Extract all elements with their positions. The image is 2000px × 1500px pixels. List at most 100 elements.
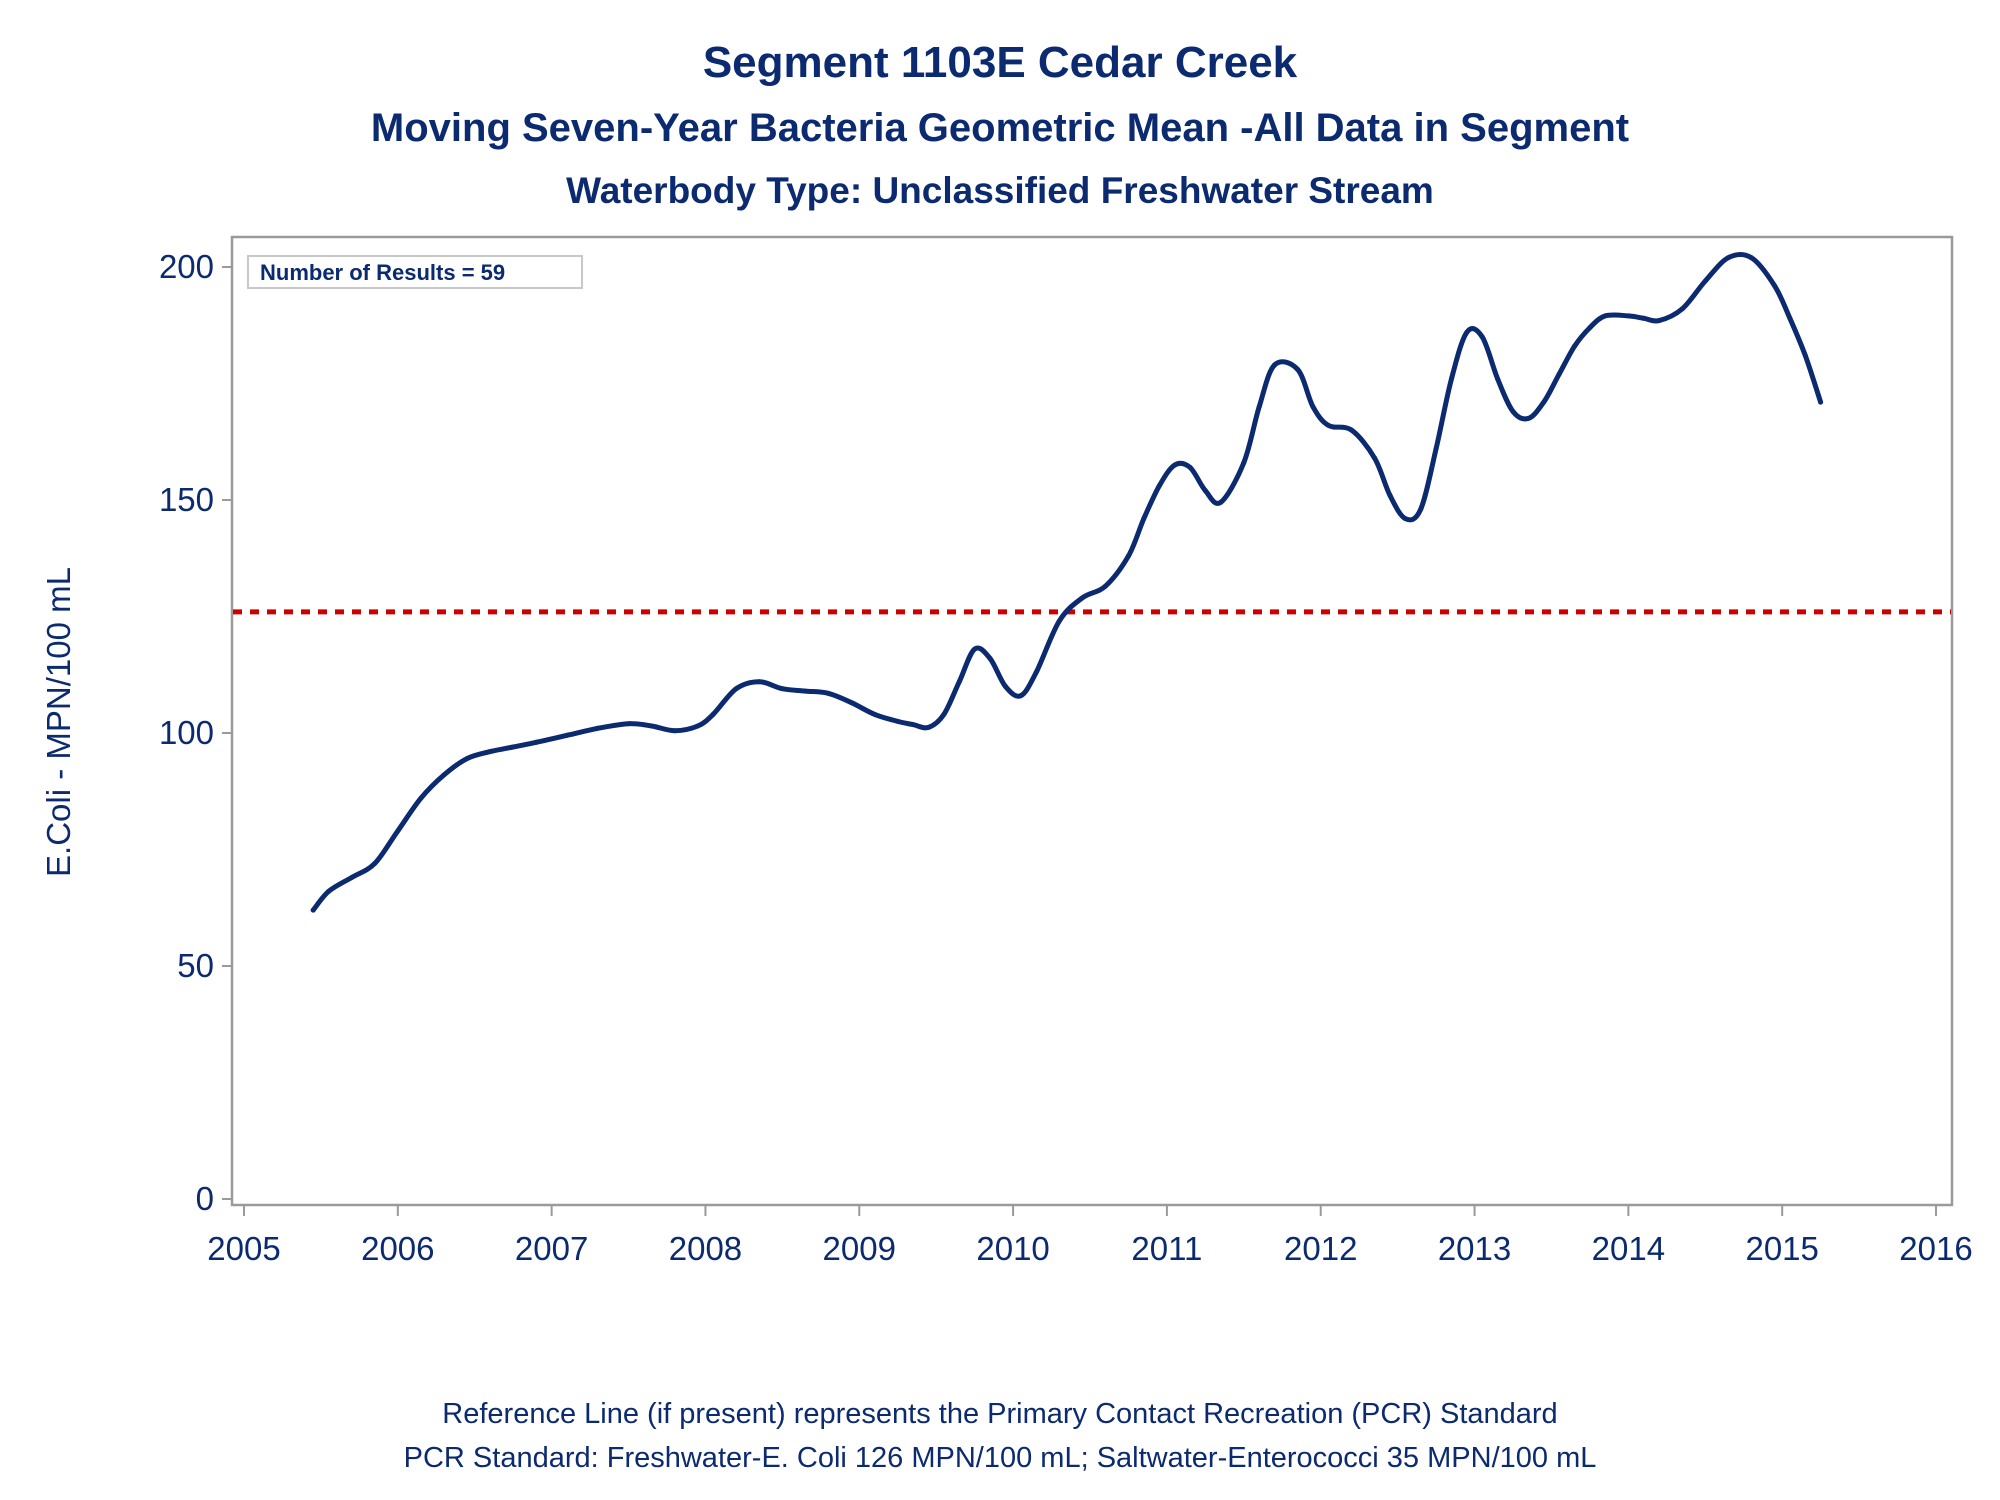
data-point — [1002, 683, 1008, 689]
data-point — [802, 688, 808, 694]
data-point — [1641, 315, 1647, 321]
data-point — [956, 679, 962, 685]
data-point — [672, 728, 678, 734]
data-point — [1349, 427, 1354, 433]
data-point — [695, 723, 701, 729]
data-point — [441, 772, 447, 778]
chart-subtitle: Moving Seven-Year Bacteria Geometric Mea… — [370, 106, 1630, 150]
data-point — [595, 725, 601, 731]
data-point — [418, 795, 424, 801]
data-point — [1449, 376, 1454, 382]
data-point — [1256, 404, 1262, 410]
data-point — [1310, 404, 1316, 410]
results-count-label: Number of Results = 59 — [260, 260, 505, 285]
data-point — [1656, 318, 1662, 324]
data-point — [326, 888, 332, 894]
data-point — [1272, 362, 1278, 368]
x-tick-label: 2008 — [669, 1230, 742, 1267]
data-point — [395, 828, 401, 834]
data-point — [710, 711, 716, 717]
x-tick-label: 2005 — [207, 1230, 280, 1267]
data-point — [1079, 595, 1085, 601]
x-tick-label: 2009 — [823, 1230, 896, 1267]
data-point — [372, 861, 378, 866]
data-point — [1433, 446, 1439, 452]
y-tick-label: 200 — [159, 248, 214, 285]
y-axis-title: E.Coli - MPN/100 mL — [40, 567, 77, 877]
waterbody-type-subtitle: Waterbody Type: Unclassified Freshwater … — [566, 170, 1434, 211]
data-point — [1187, 464, 1193, 470]
data-point — [1056, 618, 1062, 624]
y-tick-label: 50 — [177, 947, 214, 984]
data-point — [733, 686, 739, 692]
data-point — [1018, 693, 1024, 699]
footnote-pcr-standard: PCR Standard: Freshwater-E. Coli 126 MPN… — [403, 1442, 1597, 1474]
data-point — [1541, 399, 1547, 405]
data-point — [1218, 499, 1224, 505]
data-point — [626, 721, 631, 727]
x-tick-label: 2011 — [1131, 1230, 1202, 1267]
data-point — [1402, 516, 1408, 522]
data-point — [849, 700, 855, 706]
x-tick-label: 2015 — [1745, 1230, 1818, 1267]
data-point — [1495, 376, 1501, 382]
data-point — [349, 875, 355, 880]
y-axis: 0 50 100 150 200 — [159, 248, 232, 1217]
data-point — [1372, 455, 1378, 461]
data-point — [1725, 255, 1731, 261]
data-point — [756, 679, 762, 685]
data-point — [1802, 353, 1808, 358]
data-point — [972, 646, 978, 652]
data-point — [1241, 460, 1247, 466]
data-point — [1679, 306, 1685, 312]
data-point — [926, 724, 931, 730]
x-tick-label: 2010 — [976, 1230, 1049, 1267]
data-point — [895, 718, 901, 724]
data-point — [1033, 669, 1039, 675]
data-point — [1572, 343, 1577, 349]
x-tick-label: 2016 — [1899, 1230, 1972, 1267]
data-point — [487, 749, 493, 755]
data-point — [1556, 371, 1562, 377]
data-point — [1510, 409, 1516, 414]
data-point — [1625, 313, 1631, 319]
y-tick-label: 0 — [196, 1180, 214, 1217]
x-tick-label: 2007 — [515, 1230, 588, 1267]
data-point — [564, 732, 570, 738]
data-point — [1387, 492, 1393, 498]
data-point — [1102, 583, 1108, 589]
data-point — [1772, 283, 1777, 289]
y-tick-label: 150 — [159, 481, 214, 518]
x-tick-label: 2013 — [1438, 1230, 1511, 1267]
data-points — [310, 255, 1824, 913]
data-point — [310, 907, 316, 913]
data-point — [910, 722, 916, 728]
data-point — [1126, 553, 1131, 559]
x-tick-label: 2006 — [361, 1230, 434, 1267]
data-point — [464, 756, 470, 762]
data-point — [1156, 483, 1162, 489]
data-point — [1479, 334, 1485, 340]
data-point — [649, 723, 655, 729]
chart-title: Segment 1103E Cedar Creek — [702, 38, 1298, 87]
data-point — [1748, 255, 1754, 261]
y-tick-label: 100 — [159, 714, 214, 751]
data-point — [1525, 415, 1531, 421]
data-point — [872, 711, 878, 717]
data-point — [941, 711, 947, 717]
geometric-mean-line — [310, 251, 1824, 913]
x-axis: 2005 2006 2007 2008 2009 2010 2011 2012 2013 2014… — [207, 1205, 1973, 1267]
results-count-legend: Number of Results = 59 — [247, 255, 583, 289]
x-tick-label: 2012 — [1284, 1230, 1357, 1267]
data-point — [1602, 313, 1608, 319]
data-point — [1202, 488, 1208, 494]
data-point — [779, 686, 785, 692]
data-point — [1295, 367, 1301, 372]
data-point — [1702, 278, 1708, 284]
data-point — [1787, 315, 1793, 321]
data-point — [1325, 422, 1331, 428]
data-point — [510, 744, 516, 750]
data-point — [1141, 516, 1147, 522]
data-point — [533, 739, 539, 745]
